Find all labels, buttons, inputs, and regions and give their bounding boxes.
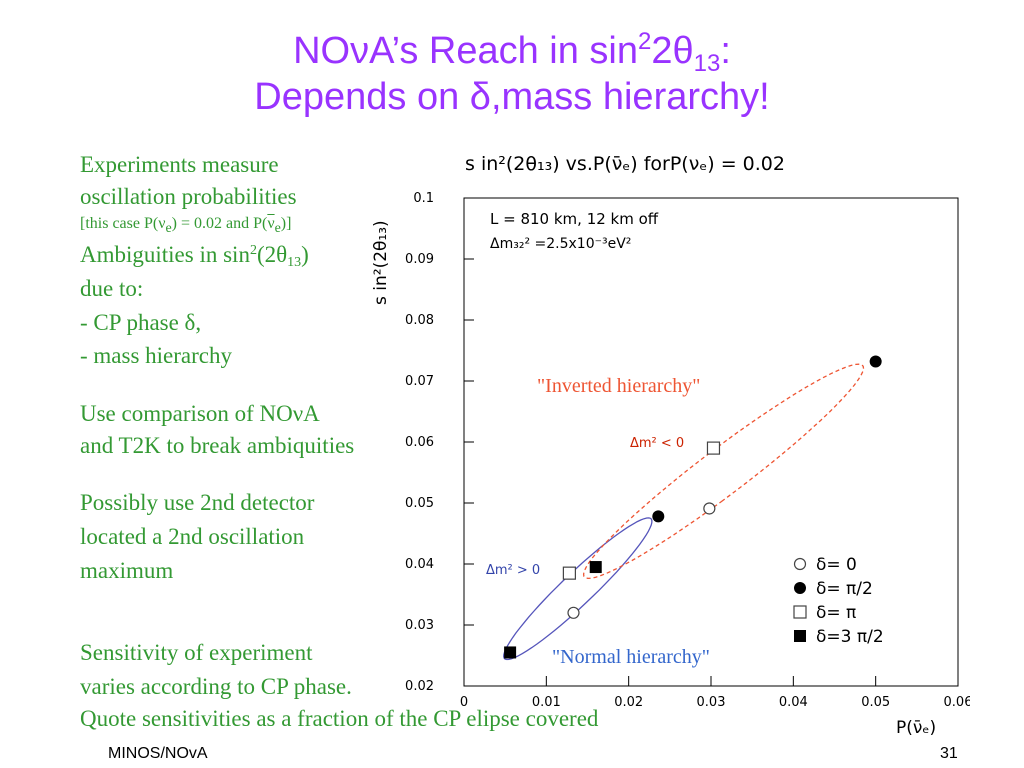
y-tick-label: 0.02	[405, 679, 434, 694]
normal-point-delta-pi-2	[652, 510, 665, 523]
bullet-line: varies according to CP phase.	[80, 674, 352, 699]
bullet-line: located a 2nd oscillation	[80, 524, 305, 549]
x-tick-label: 0.02	[614, 695, 643, 710]
inverted-point-delta-pi-2	[869, 355, 882, 368]
bullet-line: and T2K to break ambiquities	[80, 433, 355, 458]
bullet-line: - CP phase δ,	[80, 310, 202, 335]
y-axis-label: s in²(2θ₁₃)	[371, 220, 391, 305]
normal-point-delta-0	[567, 606, 580, 619]
x-tick-label: 0.05	[861, 695, 890, 710]
bullet-line: Use comparison of NOνA	[80, 401, 320, 426]
x-axis-label: P(ν̄ₑ)	[896, 718, 936, 738]
scatter-chart: s in²(2θ₁₃) vs.P(ν̄ₑ) forP(νₑ) = 0.02 L …	[371, 153, 970, 738]
bullet-line: maximum	[80, 558, 174, 583]
y-tick-label: 0.07	[405, 374, 434, 389]
y-tick-label: 0.06	[405, 435, 434, 450]
bullet-line: Possibly use 2nd detector	[80, 490, 315, 515]
legend-marker-open-circle	[793, 557, 807, 571]
bullet-line: - mass hierarchy	[80, 343, 232, 368]
bullet-line: Experiments measure	[80, 152, 279, 177]
bullet-line: due to:	[80, 276, 144, 301]
y-tick-label: 0.04	[405, 557, 434, 572]
chart-title: s in²(2θ₁₃) vs.P(ν̄ₑ) forP(νₑ) = 0.02	[465, 153, 785, 175]
legend-label: δ= 0	[816, 555, 857, 575]
y-tick-label: 0.03	[405, 618, 434, 633]
footer-left: MINOS/NOvA	[108, 745, 208, 762]
dm-negative-label: Δm² < 0	[630, 436, 684, 451]
hierarchy-ellipses	[503, 363, 865, 661]
info-line-2: Δm₃₂² =2.5x10⁻³eV²	[490, 236, 631, 252]
legend-label: δ=3 π/2	[816, 627, 884, 647]
axis-ticks: 0 0.01 0.02 0.03 0.04 0.05 0.06 0.02 0.03 0.04 0.0…	[405, 191, 970, 710]
bullet-line: oscillation probabilities	[80, 184, 297, 209]
dm-positive-label: Δm² > 0	[486, 563, 540, 578]
y-tick-label: 0.05	[405, 496, 434, 511]
inverted-point-delta-0	[703, 502, 716, 515]
x-tick-label: 0	[460, 695, 468, 710]
inverted-hierarchy-ellipse	[582, 363, 865, 580]
inverted-point-delta-3pi-2	[589, 561, 602, 574]
legend: δ= 0 δ= π/2 δ= π δ=3 π/2	[793, 555, 884, 647]
legend-label: δ= π	[816, 603, 856, 623]
bullet-line: Ambiguities in sin2(2θ13)	[80, 242, 309, 270]
normal-point-delta-pi	[562, 566, 576, 580]
title-line-2: Depends on δ,mass hierarchy!	[254, 76, 770, 118]
y-tick-label: 0.09	[405, 252, 434, 267]
x-tick-label: 0.03	[697, 695, 726, 710]
bullet-line: Quote sensitivities as a fraction of the…	[80, 706, 599, 731]
page-number: 31	[940, 745, 958, 762]
x-tick-label: 0.06	[944, 695, 970, 710]
x-tick-label: 0.01	[532, 695, 561, 710]
legend-marker-open-square	[793, 605, 807, 619]
legend-marker-filled-circle	[794, 582, 806, 594]
bullet-line: Sensitivity of experiment	[80, 640, 313, 665]
x-tick-label: 0.04	[779, 695, 808, 710]
slide-title: NOνA’s Reach in sin22θ13: Depends on δ,m…	[0, 28, 1024, 120]
normal-point-delta-3pi-2	[504, 646, 517, 659]
title-line-1: NOνA’s Reach in sin22θ13:	[293, 28, 731, 77]
normal-hierarchy-ellipse	[503, 517, 653, 661]
inverted-hierarchy-label: "Inverted hierarchy"	[537, 375, 700, 397]
bullet-line: [this case P(νe) = 0.02 and P(νe)]	[80, 215, 292, 236]
y-tick-label: 0.08	[405, 313, 434, 328]
info-line-1: L = 810 km, 12 km off	[490, 210, 659, 228]
legend-marker-filled-square	[794, 630, 806, 642]
legend-label: δ= π/2	[816, 579, 873, 599]
y-tick-label: 0.1	[413, 191, 434, 206]
inverted-point-delta-pi	[706, 441, 721, 455]
normal-hierarchy-label: "Normal hierarchy"	[552, 646, 710, 668]
data-points	[504, 355, 882, 659]
